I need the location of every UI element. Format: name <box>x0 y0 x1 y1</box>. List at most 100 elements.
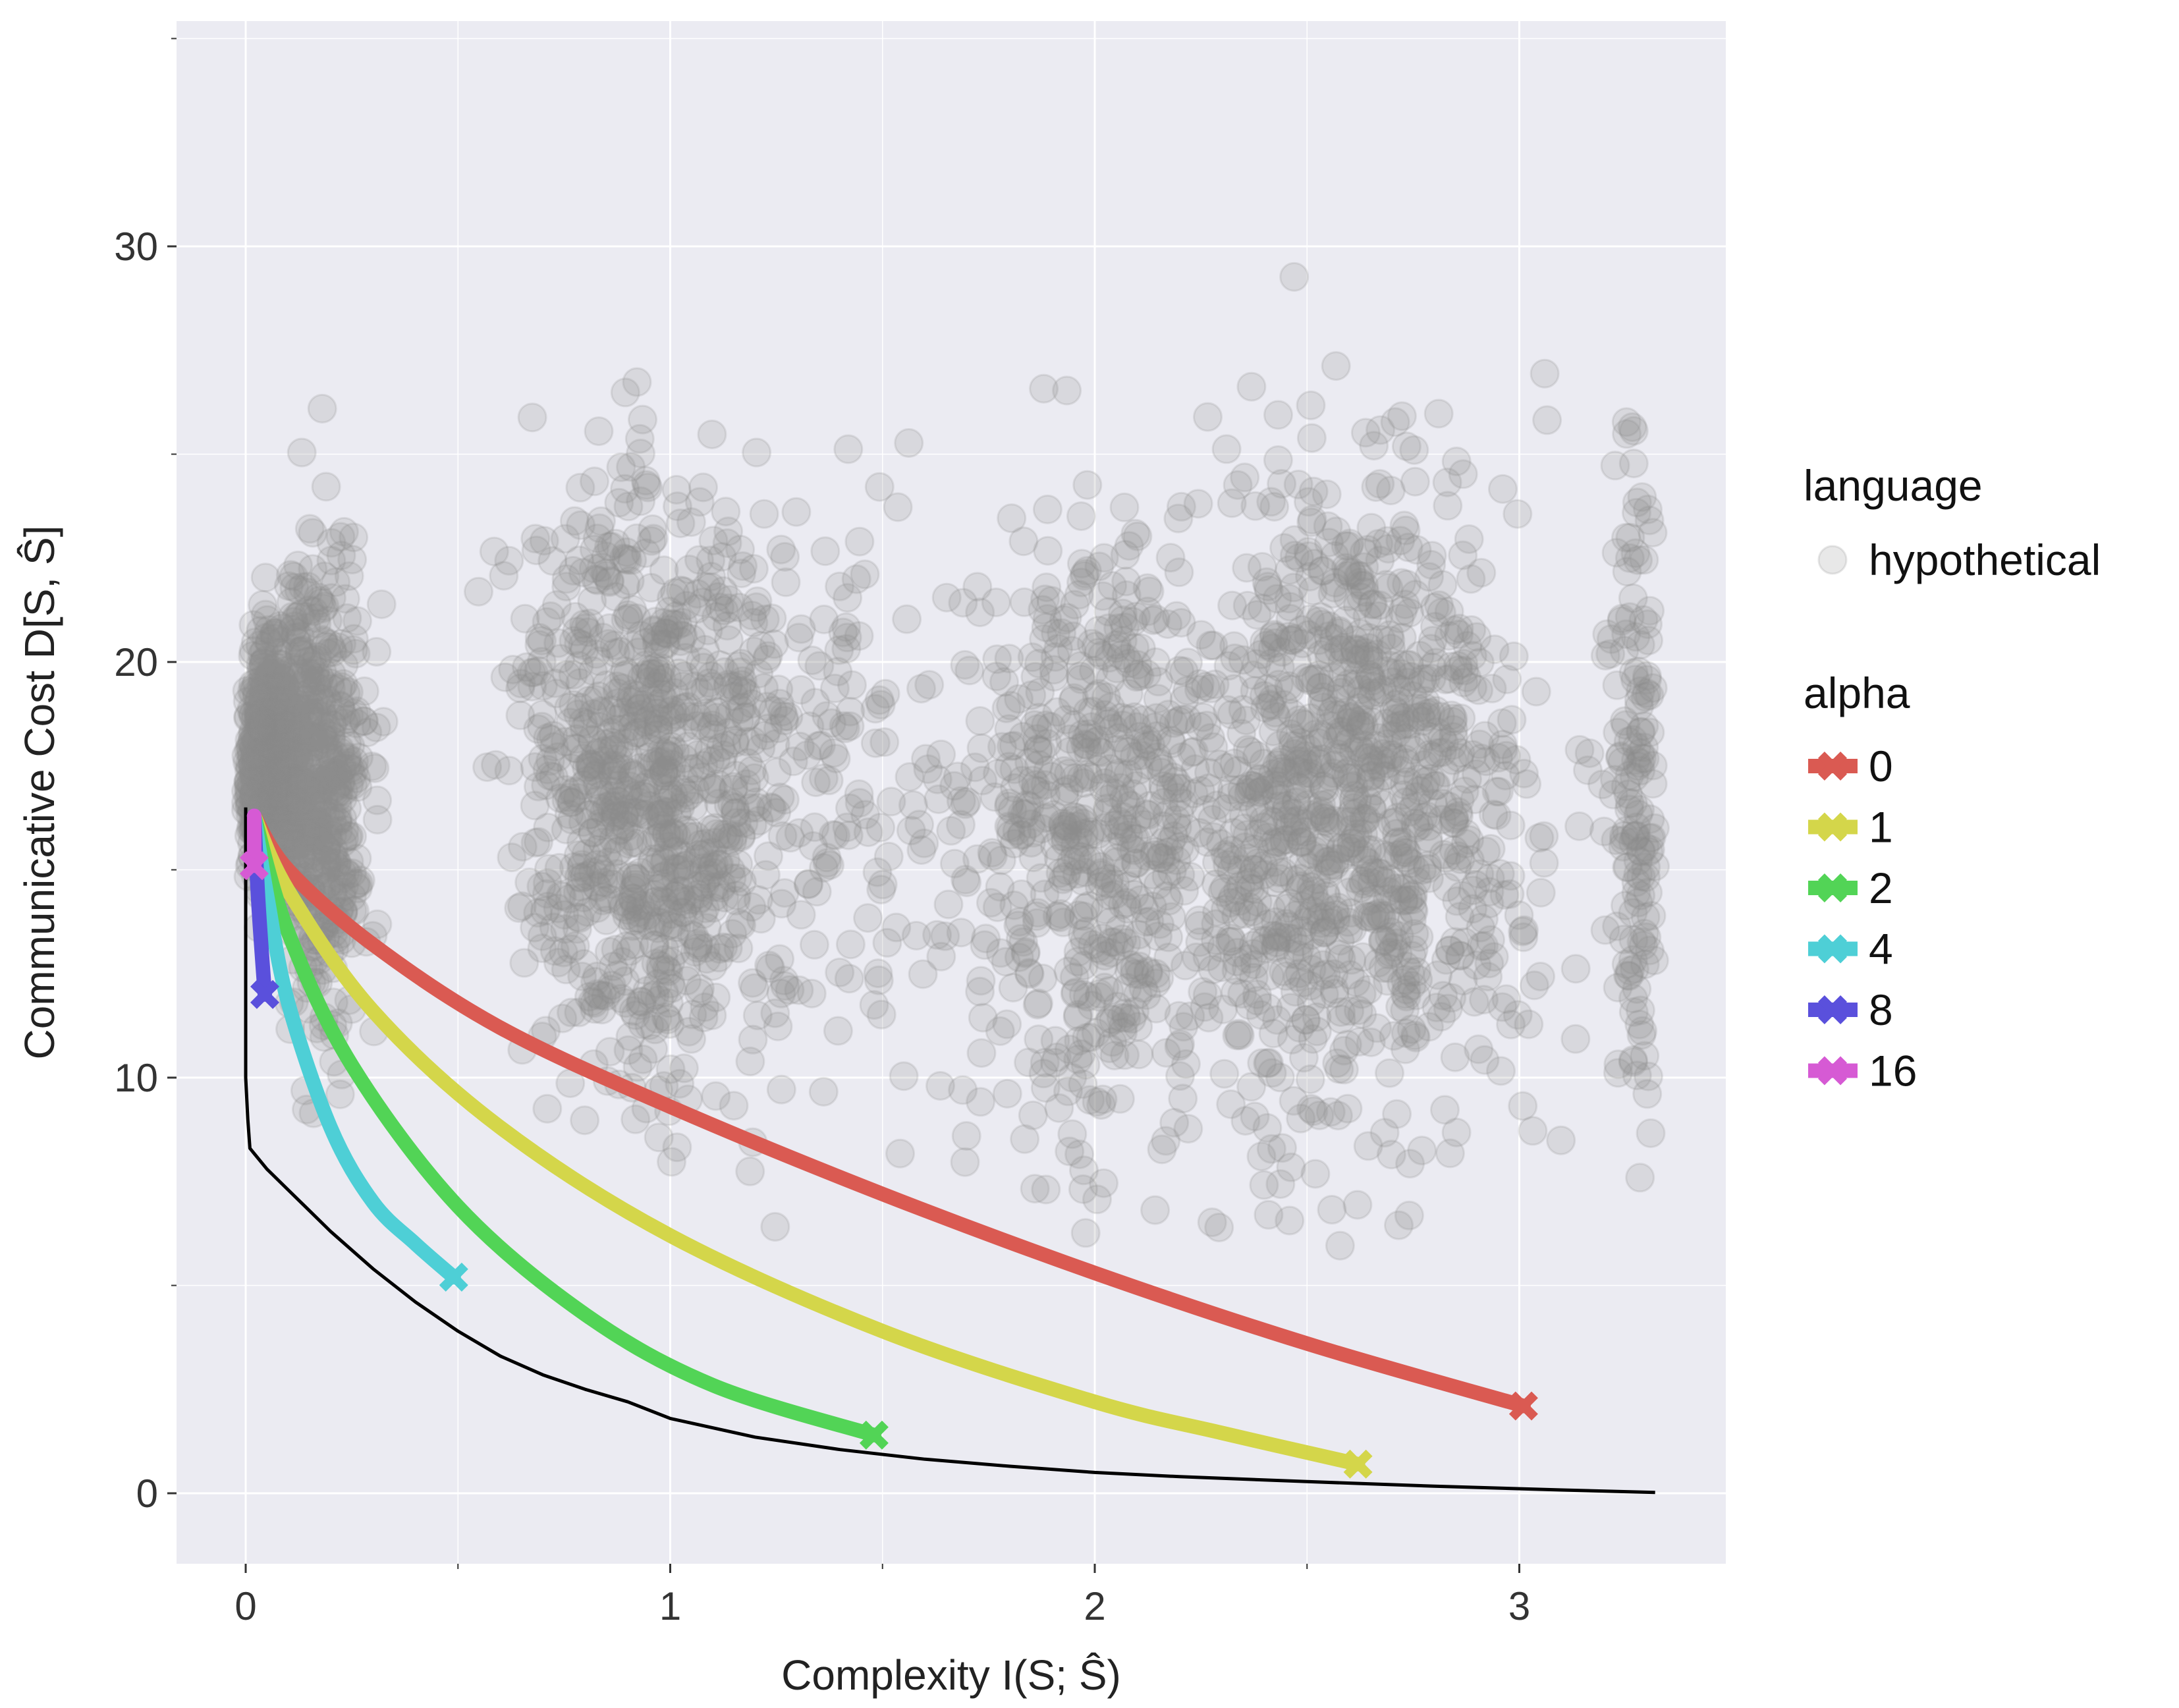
hypothetical-point <box>263 770 293 800</box>
hypothetical-point <box>259 779 289 809</box>
hypothetical-point <box>262 775 292 805</box>
hypothetical-point <box>1564 811 1595 841</box>
hypothetical-point <box>337 545 368 574</box>
hypothetical-point <box>1120 518 1151 549</box>
hypothetical-point <box>245 766 275 796</box>
hypothetical-point <box>729 808 759 839</box>
hypothetical-point <box>251 740 281 770</box>
hypothetical-point <box>276 714 306 744</box>
hypothetical-point <box>711 730 742 760</box>
hypothetical-point <box>1612 557 1642 587</box>
hypothetical-point <box>271 804 301 834</box>
hypothetical-point <box>1296 390 1326 420</box>
hypothetical-point <box>262 757 292 787</box>
hypothetical-point <box>1244 764 1275 794</box>
legend-alpha-items: 0 1 2 4 8 16 <box>1808 742 1917 1095</box>
hypothetical-point <box>270 655 300 686</box>
hypothetical-point <box>1173 1114 1203 1144</box>
hypothetical-point <box>279 561 309 592</box>
hypothetical-point <box>1416 698 1446 728</box>
hypothetical-point <box>819 673 850 703</box>
hypothetical-point <box>966 1087 996 1117</box>
y-tick-label: 30 <box>114 225 158 269</box>
hypothetical-point <box>727 666 758 696</box>
hypothetical-point <box>232 747 262 777</box>
hypothetical-point <box>265 736 296 766</box>
hypothetical-point <box>532 1093 563 1124</box>
hypothetical-point <box>1207 933 1237 963</box>
hypothetical-point <box>636 827 666 858</box>
hypothetical-point <box>253 725 283 755</box>
hypothetical-point <box>280 812 310 842</box>
hypothetical-point <box>951 1121 981 1151</box>
hypothetical-point <box>1321 351 1351 381</box>
hypothetical-point <box>259 750 289 780</box>
hypothetical-point <box>1070 559 1100 589</box>
hypothetical-point <box>247 714 277 744</box>
hypothetical-point <box>526 647 557 676</box>
legend-label-hypothetical: hypothetical <box>1869 536 2101 584</box>
hypothetical-point <box>1374 939 1404 970</box>
hypothetical-point <box>1364 529 1394 559</box>
hypothetical-point <box>735 1156 765 1186</box>
hypothetical-point <box>784 622 814 653</box>
hypothetical-point <box>1390 979 1420 1009</box>
hypothetical-point <box>1030 1073 1061 1103</box>
hypothetical-point <box>524 827 553 857</box>
hypothetical-point <box>1395 1149 1425 1179</box>
hypothetical-point <box>1440 1042 1470 1072</box>
hypothetical-point <box>1574 738 1605 768</box>
hypothetical-point <box>246 704 276 734</box>
hypothetical-point <box>275 773 305 803</box>
hypothetical-point <box>258 694 288 725</box>
hypothetical-point <box>234 756 264 786</box>
hypothetical-point <box>265 718 294 748</box>
hypothetical-point <box>1441 447 1472 476</box>
hypothetical-point <box>258 720 288 750</box>
hypothetical-point <box>254 719 285 750</box>
hypothetical-point <box>1164 557 1194 588</box>
hypothetical-point <box>624 753 655 783</box>
hypothetical-point <box>277 697 308 727</box>
hypothetical-point <box>1607 603 1637 634</box>
hypothetical-point <box>307 657 337 687</box>
hypothetical-point <box>240 627 271 657</box>
hypothetical-point <box>287 785 317 815</box>
hypothetical-point <box>981 661 1012 692</box>
hypothetical-point <box>285 798 316 828</box>
legend-key-hypothetical <box>1817 545 1848 575</box>
hypothetical-point <box>1488 474 1518 504</box>
hypothetical-point <box>242 667 272 698</box>
hypothetical-point <box>521 536 551 566</box>
hypothetical-point <box>1196 723 1226 753</box>
hypothetical-point <box>261 763 291 793</box>
hypothetical-point <box>1327 647 1358 677</box>
hypothetical-point <box>242 753 272 783</box>
hypothetical-point <box>240 769 271 799</box>
hypothetical-point <box>264 703 294 733</box>
hypothetical-point <box>717 919 748 949</box>
hypothetical-point <box>280 622 310 653</box>
hypothetical-point <box>1476 925 1506 955</box>
hypothetical-point <box>268 709 298 739</box>
minor-gridlines <box>177 21 1726 1564</box>
hypothetical-point <box>1109 492 1140 522</box>
hypothetical-point <box>261 773 291 804</box>
hypothetical-point <box>269 804 299 835</box>
hypothetical-point <box>558 660 588 690</box>
hypothetical-point <box>1260 907 1290 937</box>
hypothetical-point <box>272 716 302 746</box>
hypothetical-point <box>274 812 304 842</box>
hypothetical-point <box>244 699 274 729</box>
hypothetical-point <box>265 663 296 693</box>
hypothetical-point <box>1151 881 1182 911</box>
hypothetical-point <box>1454 524 1484 554</box>
hypothetical-point <box>966 733 997 763</box>
hypothetical-point <box>242 762 273 792</box>
hypothetical-point <box>247 771 277 802</box>
hypothetical-point <box>250 678 280 708</box>
major-gridlines <box>177 21 1726 1564</box>
hypothetical-point <box>615 1022 646 1052</box>
hypothetical-point <box>1618 983 1649 1014</box>
hypothetical-point <box>1161 601 1192 631</box>
